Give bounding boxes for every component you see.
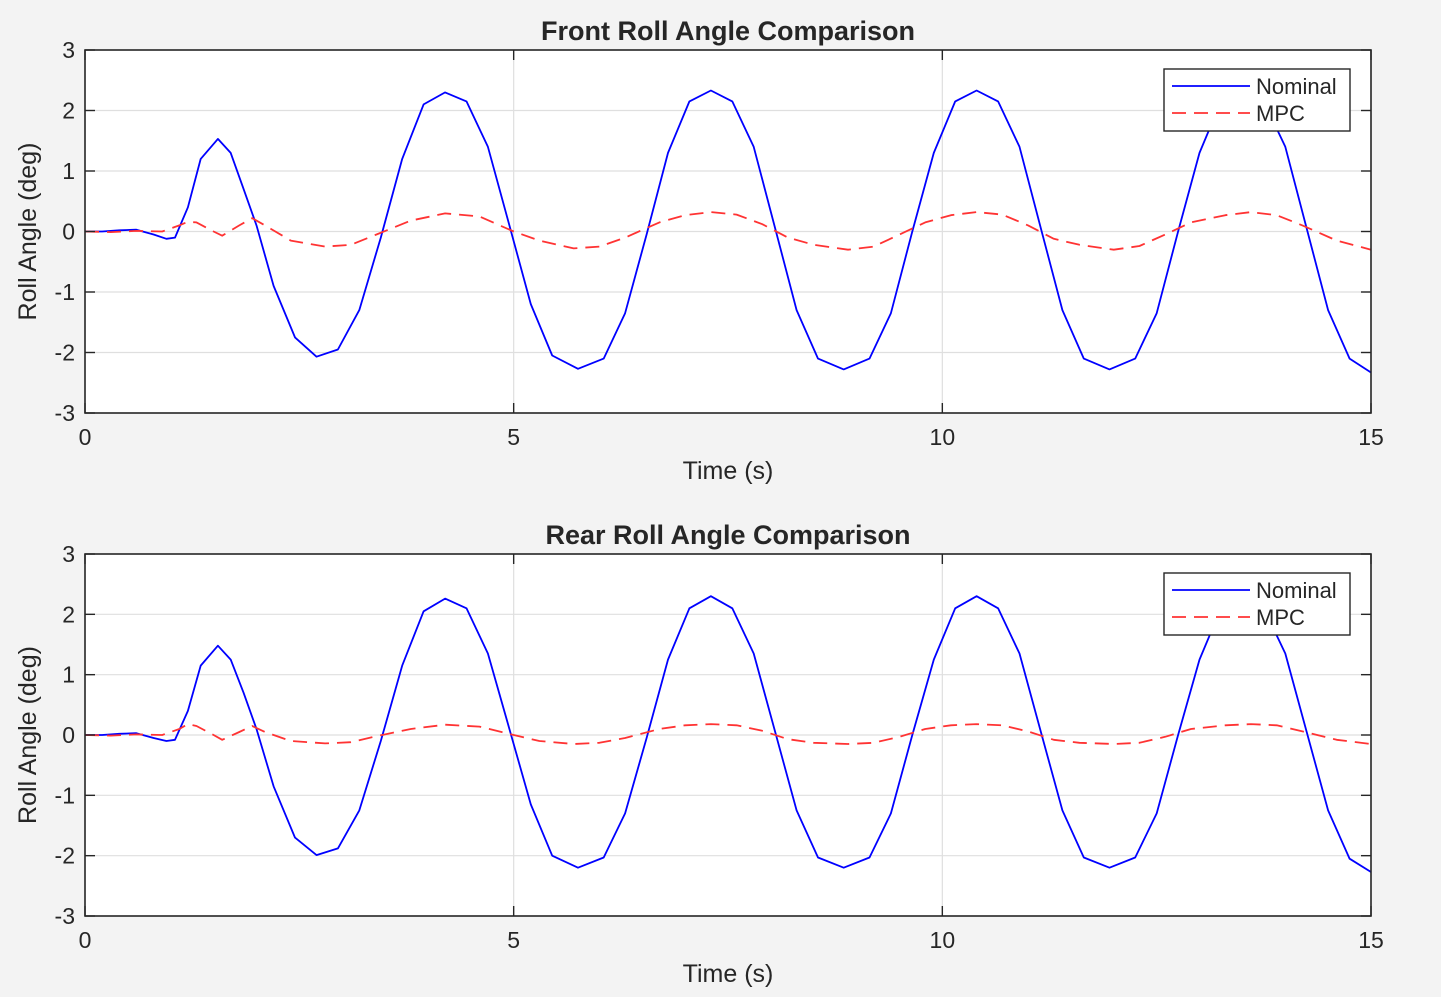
y-tick-label: -3 [55, 400, 75, 426]
y-tick-label: -1 [55, 782, 75, 808]
chart-title: Front Roll Angle Comparison [541, 16, 915, 46]
y-axis-label: Roll Angle (deg) [14, 143, 42, 321]
x-axis-label: Time (s) [683, 457, 774, 485]
y-tick-label: -3 [55, 903, 75, 929]
x-tick-label: 0 [79, 927, 92, 953]
legend-label-mpc: MPC [1256, 101, 1305, 126]
x-tick-label: 5 [507, 927, 520, 953]
x-tick-label: 15 [1358, 424, 1384, 450]
x-tick-label: 5 [507, 424, 520, 450]
legend-label-nominal: Nominal [1256, 74, 1337, 99]
y-tick-label: -1 [55, 279, 75, 305]
y-tick-label: 1 [62, 158, 75, 184]
series-line-mpc [84, 723, 1372, 745]
y-axis-label: Roll Angle (deg) [14, 646, 42, 824]
x-tick-label: 0 [79, 424, 92, 450]
y-tick-label: 3 [62, 37, 75, 63]
y-tick-label: -2 [55, 340, 75, 366]
x-tick-label: 10 [930, 927, 956, 953]
y-tick-label: 3 [62, 541, 75, 567]
series-line-nominal [85, 89, 1372, 374]
x-axis-label: Time (s) [683, 960, 774, 988]
y-tick-label: 0 [62, 722, 75, 748]
y-tick-label: 1 [62, 662, 75, 688]
legend-box [1163, 572, 1351, 636]
series-line-nominal [85, 595, 1372, 873]
legend-label-nominal: Nominal [1256, 578, 1337, 603]
x-tick-label: 10 [930, 424, 956, 450]
x-tick-label: 15 [1358, 927, 1384, 953]
y-tick-label: 2 [62, 98, 75, 124]
chart-title: Rear Roll Angle Comparison [545, 520, 910, 550]
legend-box [1163, 68, 1351, 132]
y-tick-label: -2 [55, 843, 75, 869]
y-tick-label: 2 [62, 601, 75, 627]
y-tick-label: 0 [62, 219, 75, 245]
legend-label-mpc: MPC [1256, 605, 1305, 630]
